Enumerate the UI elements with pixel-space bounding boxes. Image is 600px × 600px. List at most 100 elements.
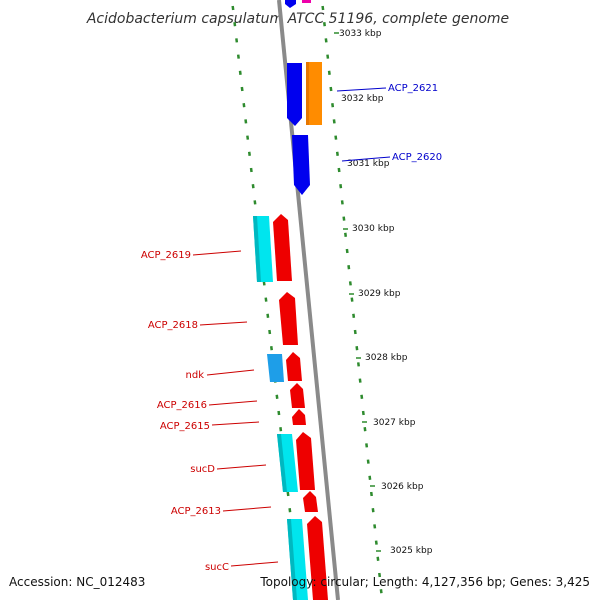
inner-tick-mark <box>288 508 292 513</box>
gene-label-acp2613: ACP_2613 <box>171 506 221 517</box>
inner-tick-mark <box>244 119 248 124</box>
cyan-feature-acp2619-shade <box>253 216 261 282</box>
inner-tick-mark <box>231 5 235 11</box>
leader-line-acp2613 <box>222 506 272 512</box>
topology-text: Topology: circular; Length: 4,127,356 bp… <box>259 575 590 589</box>
inner-tick-mark <box>268 329 272 335</box>
outer-tick-mark <box>348 281 352 286</box>
leader-line-acp2621 <box>336 87 387 92</box>
kbp-label-3026: 3026 kbp <box>381 482 424 492</box>
outer-tick-mark <box>363 427 367 432</box>
outer-tick-mark <box>352 313 356 318</box>
outer-tick-mark <box>340 200 344 205</box>
outer-tick-mark <box>378 572 382 578</box>
outer-tick-mark <box>379 589 383 594</box>
inner-tick-mark <box>286 491 290 497</box>
gene-feature-sucd <box>296 432 315 490</box>
top-clipped-features <box>285 0 311 8</box>
gene-feature-acp2618 <box>279 292 298 345</box>
kbp-labels: 3033 kbp 3032 kbp 3031 kbp 3030 kbp 3029… <box>334 29 433 556</box>
kbp-label-3033: 3033 kbp <box>339 29 382 39</box>
gene-feature-acp2615 <box>292 409 306 425</box>
outer-tick-mark <box>327 70 331 75</box>
outer-tick-mark <box>332 119 336 124</box>
leader-line-acp2616 <box>208 400 258 406</box>
outer-tick-mark <box>331 103 335 108</box>
leader-line-ndk <box>206 369 255 376</box>
inner-tick-mark <box>264 297 268 302</box>
outer-tick-mark <box>369 491 373 497</box>
gene-label-acp2615: ACP_2615 <box>160 421 210 432</box>
gene-feature-acp2616 <box>290 383 305 408</box>
inner-tick-mark <box>275 394 279 399</box>
gene-feature-acp2619 <box>273 214 292 281</box>
gene-label-acp2616: ACP_2616 <box>157 400 207 411</box>
kbp-label-3028: 3028 kbp <box>365 353 408 363</box>
outer-tick-mark <box>324 38 328 43</box>
kbp-label-3029: 3029 kbp <box>358 289 401 299</box>
kbp-label-3030: 3030 kbp <box>352 224 395 234</box>
inner-tick-mark <box>233 22 237 27</box>
gene-labels: ACP_2621 ACP_2620 ACP_2619 ACP_2618 ndk … <box>141 83 442 573</box>
orange-feature-shade <box>306 62 309 125</box>
leader-line-acp2620 <box>341 156 391 162</box>
inner-tick-mark <box>247 151 251 156</box>
inner-tick-mark <box>266 313 270 318</box>
gene-label-ndk: ndk <box>186 370 205 381</box>
outer-tick-mark <box>358 378 362 383</box>
outer-tick-mark <box>371 508 375 513</box>
kbp-label-3027: 3027 kbp <box>373 418 416 428</box>
outer-tick-mark <box>342 216 346 221</box>
features <box>253 62 328 600</box>
outer-tick-mark <box>322 22 326 27</box>
outer-tick-mark <box>361 410 365 416</box>
outer-tick-mark <box>356 362 360 367</box>
leader-line-acp2619 <box>192 250 242 256</box>
leader-line-sucd <box>216 464 267 470</box>
cyan-feature-sucd-shade <box>277 434 287 492</box>
inner-tick-mark <box>238 70 242 75</box>
outer-tick-mark <box>374 540 378 545</box>
outer-tick-mark <box>360 394 364 399</box>
kbp-label-3032: 3032 kbp <box>341 94 384 104</box>
inner-tick-mark <box>251 184 255 189</box>
outer-tick-mark <box>337 167 341 173</box>
gene-label-acp2620: ACP_2620 <box>392 152 442 163</box>
map-title: Acidobacterium capsulatum ATCC 51196, co… <box>86 11 509 27</box>
outer-tick-mark <box>350 297 354 302</box>
kbp-label-3031: 3031 kbp <box>347 159 390 169</box>
inner-tick-mark <box>277 410 281 416</box>
clipped-blue-feature <box>285 0 296 8</box>
clipped-magenta-feature <box>302 0 311 3</box>
outer-tick-mark <box>355 346 359 351</box>
inner-tick-mark <box>269 346 273 351</box>
outer-tick-mark <box>376 556 380 561</box>
cyan-feature-succ-shade <box>287 519 297 600</box>
inner-tick-mark <box>246 135 250 140</box>
inner-tick-mark <box>279 427 283 432</box>
inner-tick-mark <box>240 86 244 92</box>
gene-feature-acp2621 <box>287 63 302 126</box>
outer-tick-mark <box>373 524 377 529</box>
gene-label-sucd: sucD <box>190 464 215 475</box>
inner-tick-mark <box>253 200 257 205</box>
outer-tick-mark <box>339 184 343 189</box>
outer-tick-mark <box>329 86 333 92</box>
accession-text: Accession: NC_012483 <box>9 575 145 589</box>
leader-line-acp2618 <box>199 321 248 326</box>
gene-label-acp2619: ACP_2619 <box>141 250 191 261</box>
inner-tick-mark <box>236 54 240 59</box>
outer-tick-mark <box>345 248 349 254</box>
inner-tick-mark <box>235 38 239 43</box>
outer-tick-mark <box>321 5 325 11</box>
inner-tick-mark <box>262 281 266 286</box>
kbp-label-3025: 3025 kbp <box>390 546 433 556</box>
outer-tick-mark <box>347 265 351 270</box>
gene-label-acp2618: ACP_2618 <box>148 320 198 331</box>
gene-feature-acp2613 <box>303 491 318 512</box>
orange-feature <box>306 62 322 125</box>
outer-tick-mark <box>368 475 372 480</box>
outer-tick-mark <box>326 54 330 59</box>
gene-feature-succ <box>307 516 328 600</box>
